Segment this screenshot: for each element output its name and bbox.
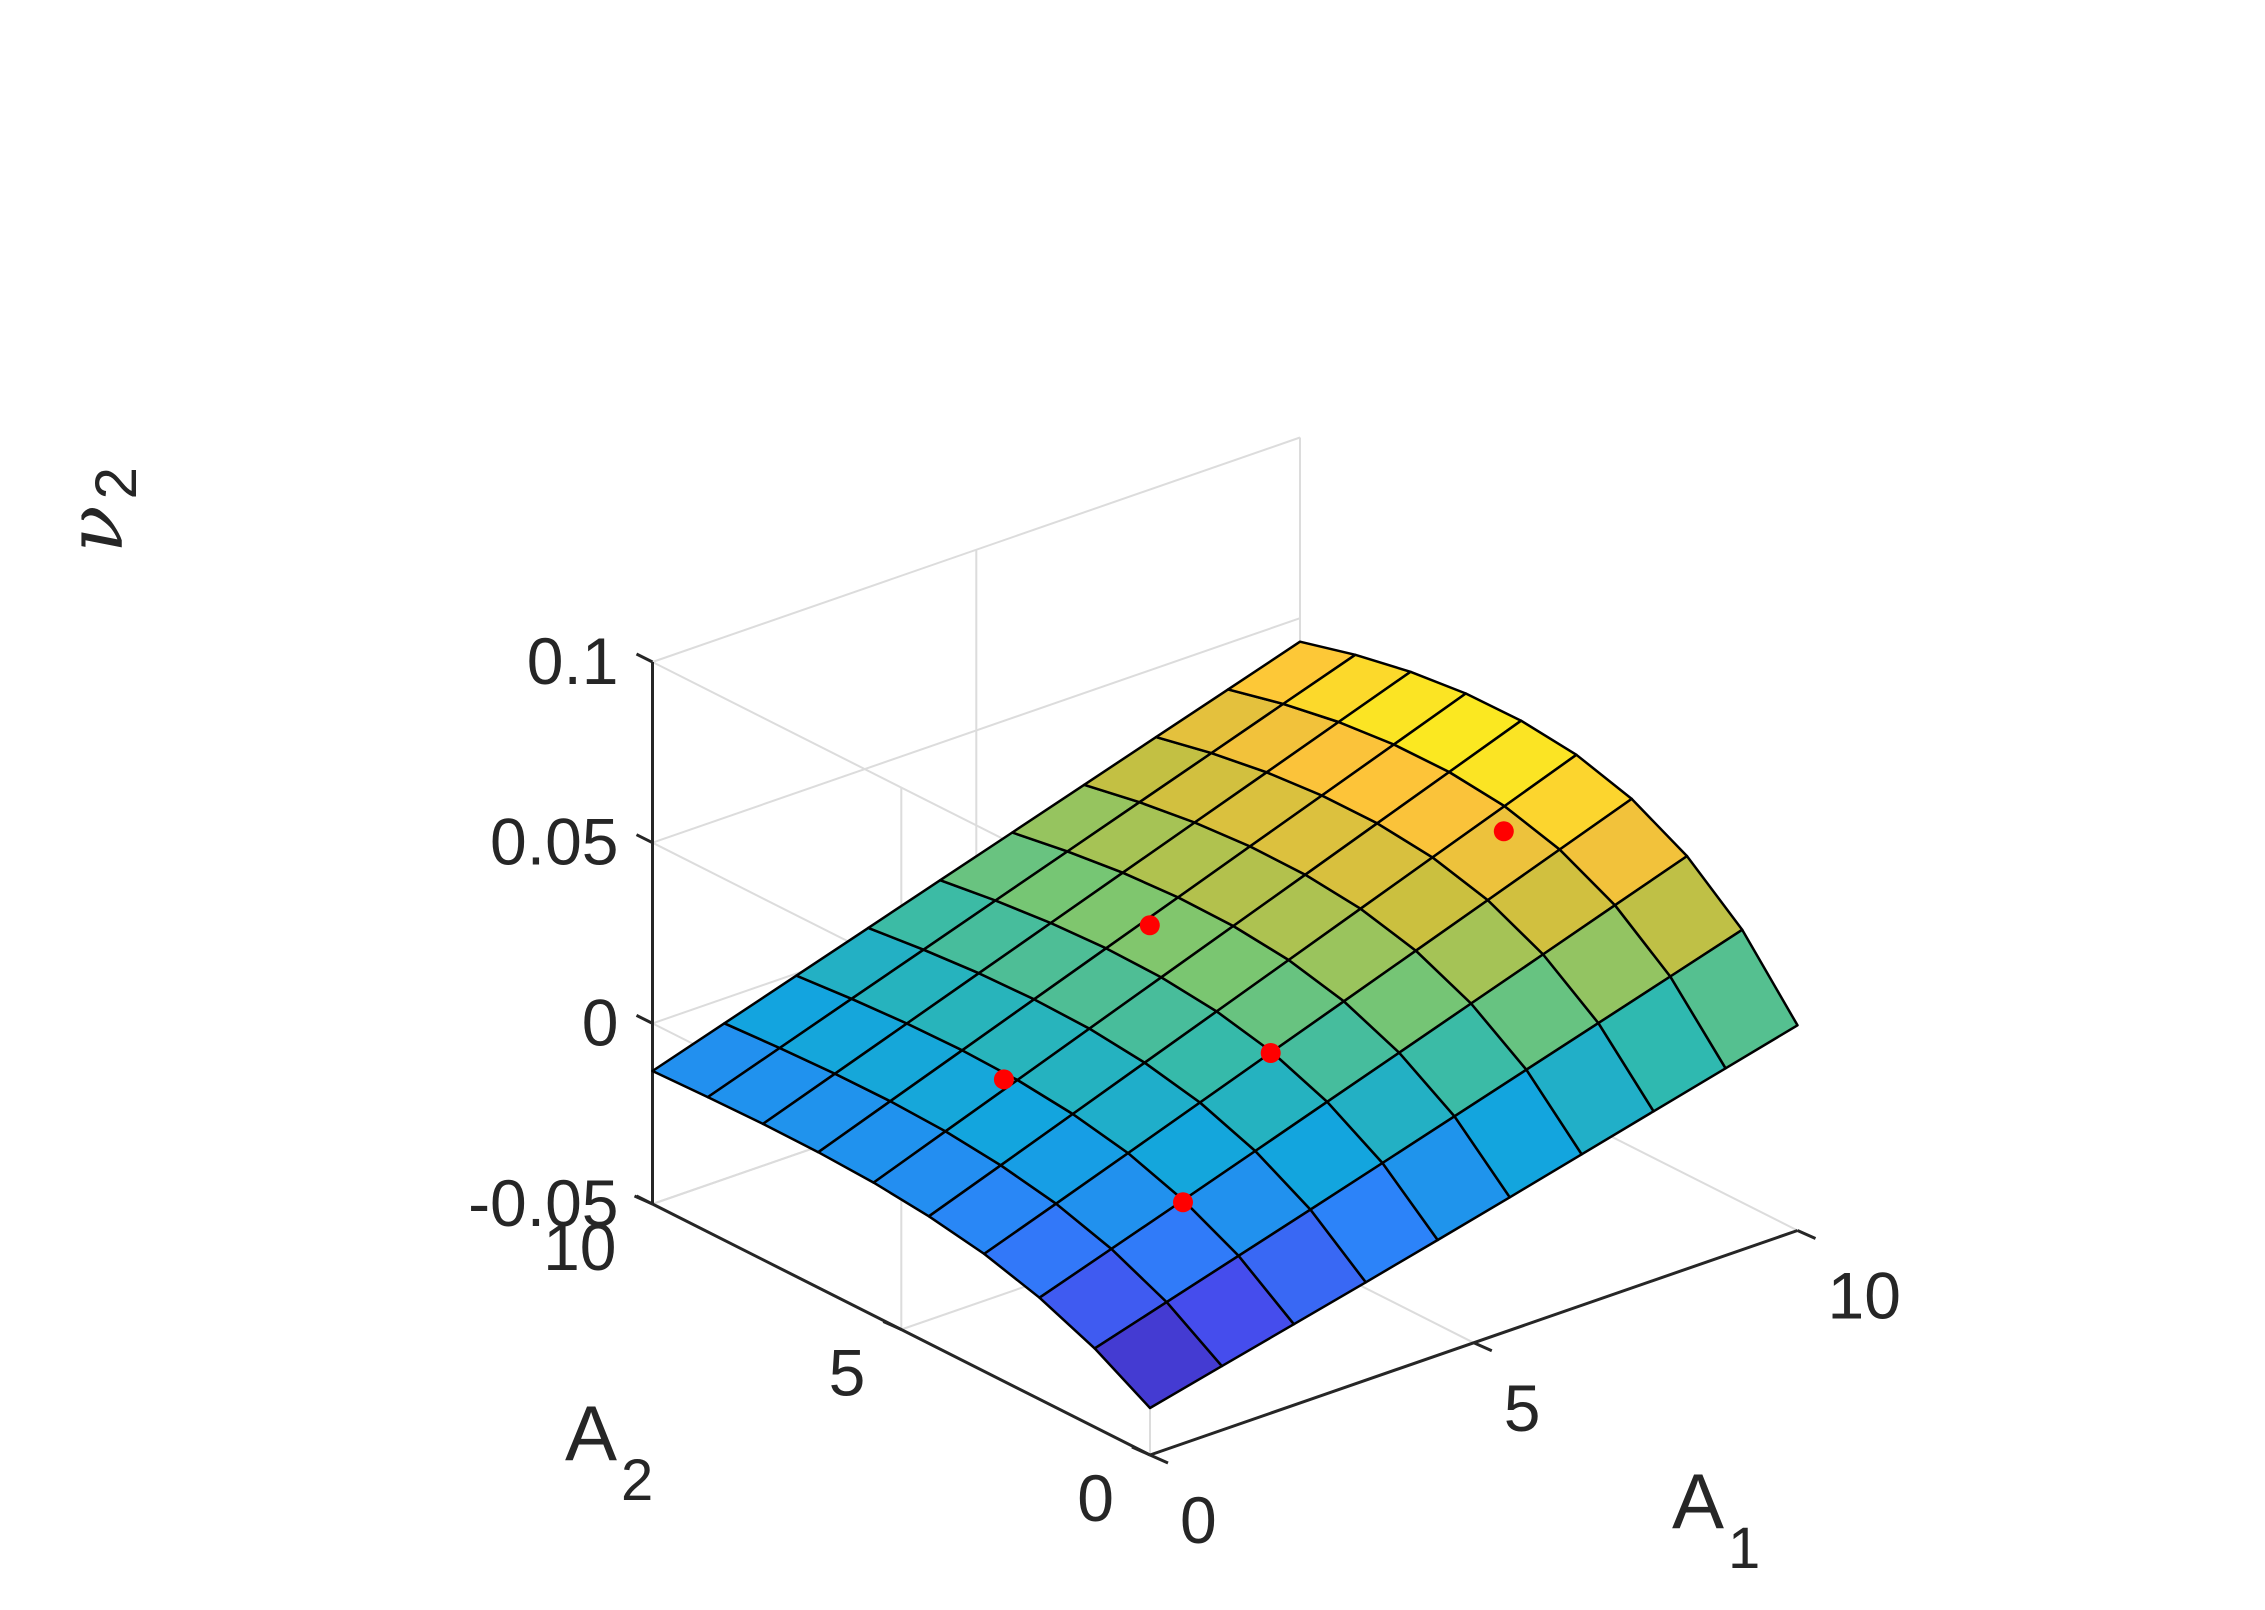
z-tick-label: 0.1 <box>527 624 619 698</box>
x-axis-label-sub: 1 <box>1728 1516 1760 1581</box>
z-axis-label: ν2 <box>51 467 149 553</box>
x-axis-label-main: A <box>1672 1457 1724 1545</box>
y-axis-label: A2 <box>565 1389 653 1513</box>
data-point <box>1139 915 1160 936</box>
y-axis-label-main: A <box>565 1389 617 1477</box>
axes <box>633 652 1817 1465</box>
y-tick-label: 5 <box>829 1336 866 1410</box>
tick-labels: -0.05 0 0.05 0.1 0 5 10 0 5 10 <box>468 624 1901 1557</box>
x-tick-label: 10 <box>1828 1259 1901 1333</box>
wall-grid-line <box>652 436 1301 663</box>
x-tick <box>1149 1453 1169 1465</box>
z-axis-label-main: ν <box>51 505 141 552</box>
z-tick-label: 0 <box>582 985 619 1059</box>
z-tick-label: 0.05 <box>490 805 618 879</box>
y-tick-label: 0 <box>1077 1461 1114 1535</box>
wall-grid-line <box>652 617 1301 844</box>
x-tick-label: 5 <box>1504 1371 1541 1445</box>
z-tick-label: -0.05 <box>468 1166 618 1240</box>
x-axis-line <box>1149 1229 1798 1457</box>
z-tick <box>635 833 654 845</box>
data-point <box>1173 1192 1193 1213</box>
z-tick <box>635 1014 654 1025</box>
z-tick <box>635 652 654 664</box>
x-tick <box>1473 1341 1493 1353</box>
y-axis-label-sub: 2 <box>621 1448 653 1513</box>
data-point <box>993 1069 1014 1090</box>
data-point <box>1493 821 1514 842</box>
surface <box>651 640 1799 1410</box>
marker-points <box>993 821 1514 1213</box>
x-tick <box>1796 1229 1817 1240</box>
y-tick-label: 10 <box>543 1210 616 1284</box>
y-tick <box>882 1320 902 1331</box>
y-tick <box>1131 1445 1151 1457</box>
z-axis-label-sub: 2 <box>84 467 149 499</box>
data-point <box>1260 1043 1281 1063</box>
x-axis-label: A1 <box>1672 1457 1760 1581</box>
y-tick <box>633 1194 654 1206</box>
surface-patch <box>1669 928 1799 1070</box>
x-tick-label: 0 <box>1180 1483 1217 1557</box>
